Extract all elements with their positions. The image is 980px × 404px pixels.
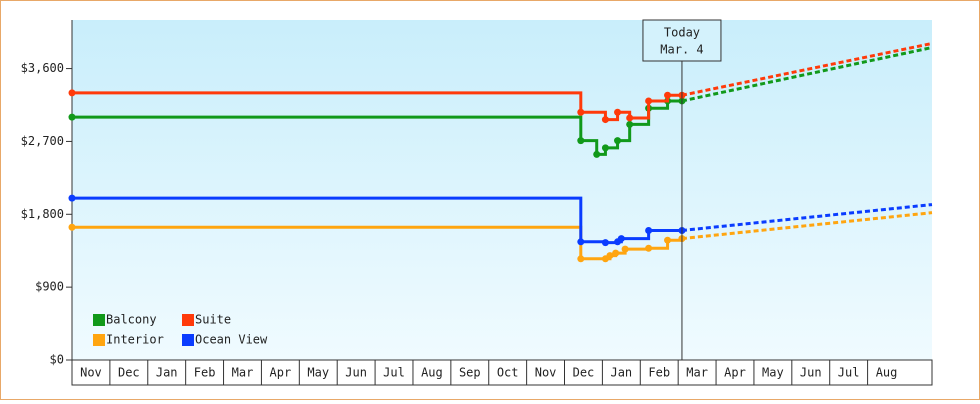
forecast-line [681, 211, 933, 241]
y-tick-label: $3,600 [21, 61, 64, 75]
x-tick-label: Apr [724, 366, 746, 380]
x-tick-label: Mar [232, 366, 254, 380]
price-point [577, 108, 585, 116]
price-point [621, 245, 629, 253]
x-tick-label: Aug [421, 366, 443, 380]
price-point [612, 249, 620, 257]
x-axis-band [71, 359, 933, 386]
y-tick-label: $1,800 [21, 207, 64, 221]
x-tick-label: Jun [345, 366, 367, 380]
price-point [606, 252, 614, 260]
price-line [72, 225, 684, 261]
price-point [593, 150, 601, 158]
price-point [577, 238, 585, 246]
legend-swatch [93, 334, 105, 346]
price-point [614, 137, 622, 145]
x-tick-label: Feb [194, 366, 216, 380]
legend-swatch [182, 334, 194, 346]
legend-label: Interior [106, 333, 164, 347]
price-point [645, 244, 653, 252]
forecast-line [681, 42, 933, 97]
price-point [664, 236, 672, 244]
price-point [68, 113, 76, 121]
x-tick-label: Feb [648, 366, 670, 380]
price-point [617, 235, 625, 243]
price-point [601, 116, 609, 124]
price-point [68, 89, 76, 97]
x-tick-label: Jul [838, 366, 860, 380]
x-tick-label: Aug [876, 366, 898, 380]
x-tick-label: Mar [686, 366, 708, 380]
x-tick-label: Jan [156, 366, 178, 380]
price-point [614, 108, 622, 116]
x-tick-label: Sep [459, 366, 481, 380]
price-point [577, 137, 585, 145]
forecast-line [681, 203, 933, 232]
price-point [68, 223, 76, 231]
price-point [645, 226, 653, 234]
x-tick-label: May [762, 366, 784, 380]
price-point [601, 239, 609, 247]
x-tick-label: Jan [610, 366, 632, 380]
legend-label: Balcony [106, 313, 157, 327]
price-point [626, 114, 634, 122]
x-tick-label: May [307, 366, 329, 380]
legend-label: Suite [195, 313, 231, 327]
y-tick-label: $0 [50, 353, 64, 367]
price-line [72, 99, 682, 156]
price-point [645, 97, 653, 105]
x-tick-label: Dec [118, 366, 140, 380]
legend-swatch [93, 314, 105, 326]
x-tick-label: Nov [80, 366, 102, 380]
legend-label: Ocean View [195, 333, 268, 347]
x-tick-label: Dec [573, 366, 595, 380]
price-point [68, 194, 76, 202]
forecast-line [681, 46, 933, 103]
x-tick-label: Jun [800, 366, 822, 380]
today-box [642, 19, 722, 62]
today-label: Today [664, 26, 700, 40]
x-tick-label: Nov [535, 366, 557, 380]
x-tick-label: Jul [383, 366, 405, 380]
price-point [601, 144, 609, 152]
price-line [72, 91, 682, 122]
plot-area [72, 20, 932, 360]
y-tick-label: $900 [35, 280, 64, 294]
price-point [577, 255, 585, 263]
legend-swatch [182, 314, 194, 326]
x-tick-label: Apr [270, 366, 292, 380]
y-tick-label: $2,700 [21, 134, 64, 148]
today-date: Mar. 4 [660, 43, 703, 57]
price-point [626, 120, 634, 128]
x-tick-label: Oct [497, 366, 519, 380]
price-point [664, 91, 672, 99]
